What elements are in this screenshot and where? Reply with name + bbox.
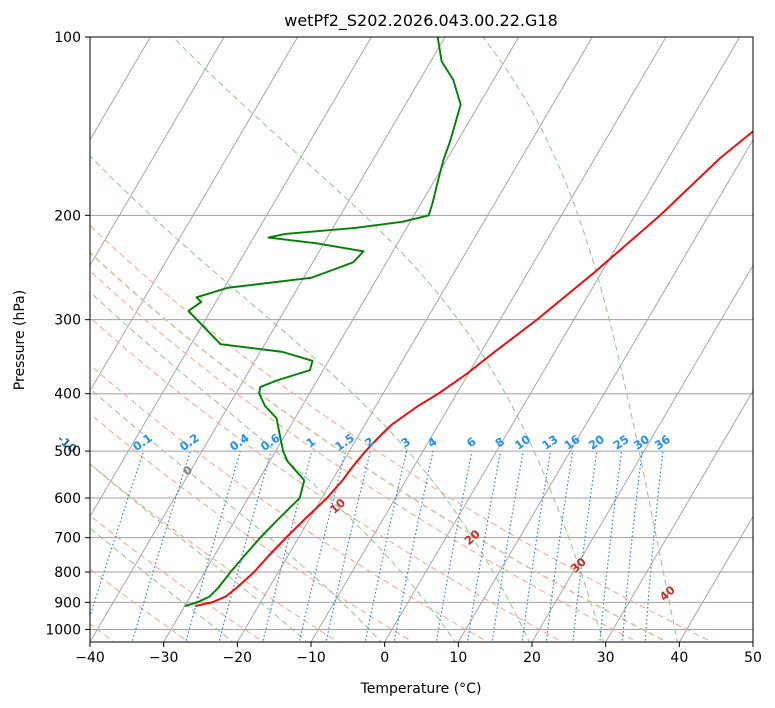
isotherm-line: [531, 264, 753, 642]
mixing-ratio-line: [435, 450, 473, 642]
x-tick-label: 10: [449, 650, 467, 666]
mixing-ratio-line: [262, 450, 313, 642]
x-tick-label: −10: [296, 650, 326, 666]
mixing-ratio-line: [393, 450, 434, 642]
y-tick-label: 700: [54, 531, 81, 547]
x-tick-label: 40: [670, 650, 688, 666]
y-tick-label: 100: [54, 30, 81, 46]
isotherm-line: [310, 37, 667, 642]
y-tick-label: 900: [54, 595, 81, 611]
isotherm-line: [90, 37, 446, 642]
mixing-ratio-line: [90, 450, 145, 618]
dry-adiabat: [90, 316, 564, 642]
temperature-line: [194, 130, 753, 607]
dry-adiabat-highlight: [90, 251, 669, 642]
moist-adiabat: [90, 291, 456, 642]
mixing-ratio-line: [218, 450, 272, 642]
isotherm-line: [90, 37, 299, 392]
y-tick-label: 600: [54, 491, 81, 507]
isotherm-line: [457, 138, 753, 642]
y-tick-label: 200: [54, 208, 81, 224]
y-tick-label: 500: [54, 444, 81, 460]
moist-adiabat: [90, 155, 530, 642]
y-tick-label: 1000: [45, 622, 81, 638]
x-tick-label: 50: [744, 650, 762, 666]
moist-adiabat: [482, 37, 678, 642]
y-axis-label: Pressure (hPa): [12, 290, 28, 390]
moist-adiabat: [90, 463, 308, 642]
background-lines: [90, 37, 753, 642]
plot-frame: [89, 36, 754, 643]
x-axis-label: Temperature (°C): [360, 681, 482, 697]
isotherm-line: [605, 390, 753, 642]
mixing-ratio-line: [131, 450, 191, 642]
y-tick-label: 300: [54, 313, 81, 329]
dry-adiabat: [90, 514, 265, 642]
isotherm-line: [90, 37, 372, 518]
mixing-ratio-line: [466, 450, 502, 642]
mixing-ratio-line: [185, 450, 241, 642]
moist-adiabat: [172, 37, 605, 642]
mixing-ratio-line: [298, 450, 347, 642]
x-tick-label: −40: [75, 650, 105, 666]
x-tick-label: −30: [149, 650, 179, 666]
mixing-ratio-line: [364, 450, 408, 642]
moist-adiabat: [90, 387, 382, 642]
isotherm-line: [90, 37, 225, 267]
chart-title: wetPf2_S202.2026.043.00.22.G18: [284, 11, 558, 31]
x-tick-label: −20: [223, 650, 253, 666]
sounding-series: [184, 37, 753, 607]
isotherm-line: [90, 37, 151, 141]
dewpoint-line: [184, 37, 462, 607]
dry-adiabat: [90, 270, 639, 642]
dry-adiabat: [90, 364, 489, 642]
x-tick-label: 30: [597, 650, 615, 666]
dry-adiabat: [90, 463, 340, 642]
x-tick-label: 20: [523, 650, 541, 666]
y-tick-label: 800: [54, 565, 81, 581]
mixing-ratio-line: [325, 450, 371, 642]
dry-adiabat: [90, 224, 713, 642]
x-tick-label: 0: [380, 650, 389, 666]
isotherm-line: [163, 37, 520, 642]
isotherm-line: [384, 37, 741, 642]
y-tick-label: 400: [54, 387, 81, 403]
axes: −40 −30 −20 −10 0 10 20 30 40 50 100 200 300 400 500 60…: [45, 30, 762, 666]
isotherm-line: [236, 37, 593, 642]
isotherm-line: [678, 515, 753, 642]
